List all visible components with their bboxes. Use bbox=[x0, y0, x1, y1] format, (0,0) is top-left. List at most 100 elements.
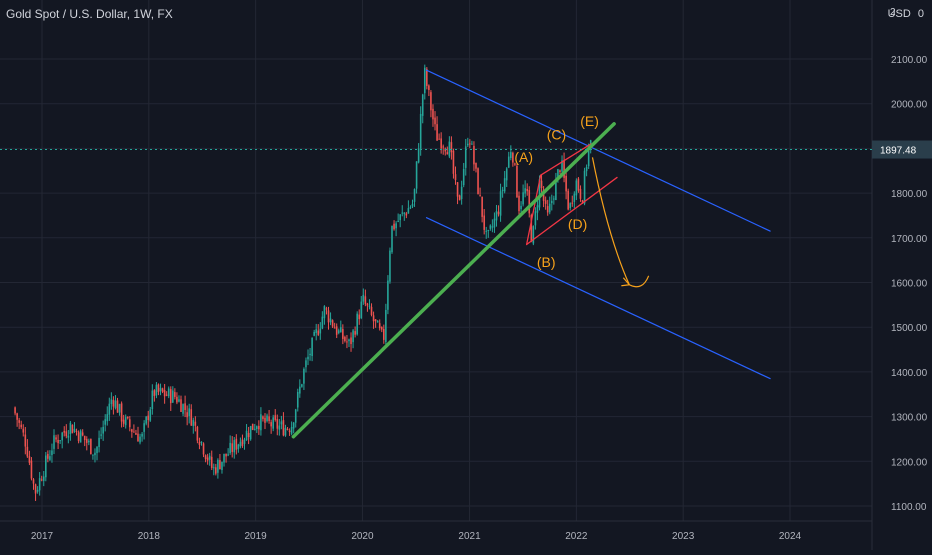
candle-body bbox=[368, 305, 371, 307]
candle-body bbox=[503, 178, 506, 192]
candle-body bbox=[423, 67, 426, 94]
candle-body bbox=[395, 223, 397, 229]
candle-body bbox=[272, 417, 274, 429]
candle-body bbox=[26, 446, 29, 457]
candle-body bbox=[553, 198, 555, 200]
candle-body bbox=[184, 403, 186, 411]
candle-body bbox=[106, 414, 109, 422]
time-tick-label: 2024 bbox=[779, 531, 802, 542]
candle-body bbox=[352, 330, 354, 343]
candle-body bbox=[65, 431, 68, 437]
currency-selector[interactable]: USD 0 bbox=[888, 8, 924, 20]
candle-body bbox=[407, 208, 410, 214]
candle-body bbox=[534, 211, 537, 226]
candle-body bbox=[354, 331, 356, 335]
candle-body bbox=[544, 200, 547, 204]
price-tick-label: 2000.00 bbox=[891, 100, 928, 111]
candle-body bbox=[446, 152, 449, 155]
candle-body bbox=[268, 416, 270, 422]
candle-body bbox=[403, 212, 406, 214]
candle-body bbox=[567, 190, 569, 210]
candle-body bbox=[85, 438, 88, 443]
candle-body bbox=[387, 280, 389, 310]
candle-body bbox=[579, 188, 582, 199]
candle-body bbox=[307, 356, 309, 360]
candle-body bbox=[114, 400, 117, 409]
candle-body bbox=[440, 138, 442, 149]
candle-body bbox=[385, 309, 387, 342]
candle-body bbox=[380, 327, 383, 330]
candle-body bbox=[243, 439, 246, 444]
candle-body bbox=[14, 407, 16, 414]
candle-body bbox=[75, 430, 78, 432]
axis-top-tick: 2 bbox=[890, 7, 896, 18]
candle-body bbox=[292, 422, 295, 429]
price-tick-label: 2100.00 bbox=[891, 55, 928, 66]
candle-body bbox=[489, 225, 492, 229]
candle-body bbox=[210, 456, 213, 468]
candle-body bbox=[288, 430, 291, 433]
candle-body bbox=[223, 453, 225, 463]
candle-body bbox=[327, 310, 330, 323]
candle-body bbox=[83, 435, 86, 441]
candle-body bbox=[520, 205, 522, 210]
candle-body bbox=[450, 142, 453, 153]
candle-body bbox=[120, 403, 123, 422]
candle-body bbox=[20, 424, 23, 428]
candle-body bbox=[104, 419, 107, 425]
candle-body bbox=[430, 92, 432, 111]
candle-body bbox=[55, 437, 57, 440]
candle-body bbox=[548, 203, 551, 213]
candle-body bbox=[260, 414, 262, 431]
drawings bbox=[291, 69, 771, 439]
candle-body bbox=[143, 423, 145, 432]
candle-body bbox=[167, 388, 170, 397]
candle-body bbox=[282, 420, 285, 436]
candle-body bbox=[333, 327, 336, 329]
candle-body bbox=[542, 189, 545, 201]
candle-body bbox=[315, 329, 318, 333]
candle-body bbox=[36, 489, 39, 492]
candle-body bbox=[212, 467, 215, 469]
candle-body bbox=[215, 467, 217, 474]
price-tick-label: 1800.00 bbox=[891, 189, 928, 200]
candle-body bbox=[280, 421, 283, 425]
candle-body bbox=[141, 433, 143, 437]
candle-body bbox=[401, 212, 404, 214]
candle-body bbox=[514, 163, 516, 165]
wave-label: (E) bbox=[580, 113, 599, 129]
candle-body bbox=[266, 415, 268, 422]
candle-body bbox=[483, 215, 485, 230]
candle-body bbox=[286, 428, 289, 430]
candle-body bbox=[524, 188, 526, 194]
candle-body bbox=[96, 446, 98, 454]
candle-body bbox=[358, 314, 361, 320]
candle-body bbox=[501, 189, 504, 192]
candle-body bbox=[510, 152, 512, 159]
candle-body bbox=[221, 461, 223, 471]
wave-label: (D) bbox=[568, 216, 587, 232]
candle-body bbox=[190, 409, 193, 426]
candle-body bbox=[546, 206, 549, 213]
candle-body bbox=[569, 203, 572, 209]
candle-body bbox=[61, 432, 63, 441]
candle-body bbox=[356, 313, 358, 335]
candle-body bbox=[188, 408, 191, 417]
candle-body bbox=[57, 439, 59, 444]
candle-body bbox=[477, 168, 479, 195]
candle-body bbox=[22, 428, 25, 433]
candle-body bbox=[321, 316, 324, 329]
candle-body bbox=[350, 337, 352, 345]
candle-body bbox=[376, 321, 379, 323]
candle-body bbox=[421, 94, 424, 116]
candle-body bbox=[559, 170, 561, 173]
candle-body bbox=[116, 400, 119, 413]
candle-body bbox=[339, 327, 342, 333]
candle-body bbox=[186, 412, 188, 418]
candle-body bbox=[563, 160, 565, 178]
candle-body bbox=[370, 306, 373, 315]
candle-body bbox=[458, 195, 461, 201]
price-tick-label: 1500.00 bbox=[891, 323, 928, 334]
